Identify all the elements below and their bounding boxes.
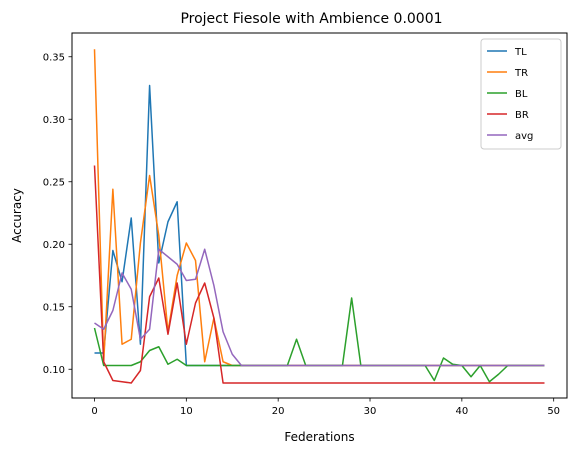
y-axis: 0.10 0.15 0.20 0.25 0.30 0.35 (43, 52, 72, 376)
x-tick-label: 20 (272, 406, 285, 417)
plot-frame (71, 32, 568, 399)
y-tick-label: 0.20 (43, 240, 65, 251)
series-layer (93, 49, 545, 384)
y-tick-label: 0.15 (43, 302, 65, 313)
y-tick-label: 0.35 (43, 52, 65, 63)
y-tick-label: 0.30 (43, 115, 65, 126)
legend-label-avg: avg (515, 131, 533, 142)
chart-title: Project Fiesole with Ambience 0.0001 (180, 11, 442, 27)
x-tick-label: 30 (364, 406, 377, 417)
series-line-br (93, 165, 545, 384)
legend-label-bl: BL (515, 89, 528, 100)
y-tick-label: 0.25 (43, 177, 65, 188)
legend-label-tr: TR (514, 68, 528, 79)
x-tick-label: 50 (547, 406, 560, 417)
x-tick-label: 40 (455, 406, 468, 417)
x-axis-label: Federations (284, 430, 354, 444)
legend-label-br: BR (515, 110, 529, 121)
x-tick-label: 10 (180, 406, 193, 417)
y-tick-label: 0.10 (43, 365, 65, 376)
legend-label-tl: TL (514, 47, 527, 58)
x-tick-label: 0 (91, 406, 97, 417)
legend-box (480, 38, 562, 150)
y-axis-label: Accuracy (10, 188, 24, 243)
x-axis: 0 10 20 30 40 50 (91, 398, 560, 417)
legend: TL TR BL BR avg (480, 38, 562, 150)
series-line-avg (94, 248, 545, 367)
